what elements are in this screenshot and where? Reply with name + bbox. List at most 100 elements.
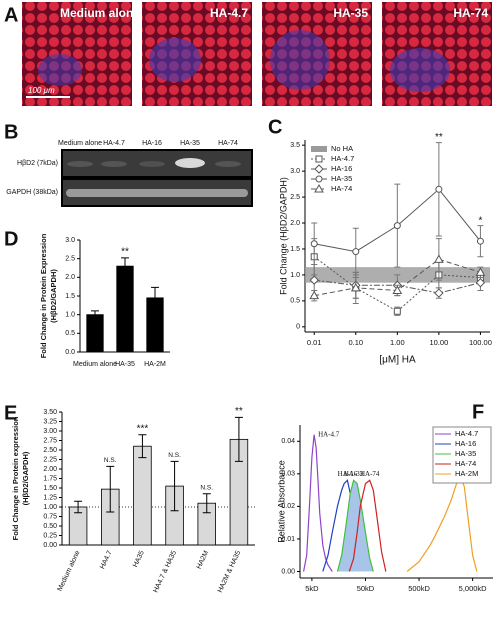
error-bar [74,500,83,514]
bar [133,445,152,546]
peak-label: HA-74 [360,470,380,478]
panel-letter: B [4,121,18,143]
x-tick-label: HA2M [196,550,211,571]
error-bar [106,465,115,513]
line [313,256,481,312]
y-tick-label: 0.04 [281,438,295,445]
y-tick-label: 0.02 [281,503,295,510]
marker [314,183,324,193]
line [336,479,374,572]
error-bar [138,434,147,459]
x-tick-label: 50kD [357,584,375,593]
western-blot [61,149,253,207]
y-tick-label: 0.00 [43,542,57,549]
legend-label: HA-4.7 [455,429,478,438]
legend-label: HA-35 [455,449,476,458]
x-tick-label: 100.00 [469,338,492,347]
y-tick-label: 3.00 [43,428,57,435]
y-tick-label: 1.50 [43,485,57,492]
significance: N.S. [200,484,213,491]
x-tick-label: HA4.7 & HA35 [152,550,178,594]
x-tick-label: HA2M & HA35 [217,550,243,594]
blot-row-label: GAPDH (38kDa) [6,189,58,196]
y-tick-label: 0.03 [281,471,295,478]
legend-label: HA-16 [331,164,352,173]
marker [475,267,486,276]
marker [434,254,444,263]
x-tick-label: 10.00 [429,338,448,347]
significance: N.S. [104,457,117,464]
marker [315,155,323,163]
panel-letter: F [472,401,484,423]
marker [350,282,361,292]
y-tick-label: 1.25 [43,494,57,501]
marker [314,164,324,174]
y-axis-label: (HβD2/GAPDH) [49,269,58,323]
peak-label: HA-33 [344,470,364,478]
y-tick-label: 2.5 [65,256,75,263]
lane-label: Medium alone [58,140,102,147]
micrograph [22,2,492,106]
marker [434,288,444,298]
lane-label: HA-16 [142,140,162,147]
y-tick-label: 3.5 [290,142,300,149]
x-tick-label: HA35 [132,550,146,569]
x-axis-label: [μM] HA [379,355,416,366]
marker [309,275,319,285]
significance: ** [435,132,443,143]
marker [315,175,323,183]
line [302,434,333,572]
marker [392,285,403,294]
marker [476,237,484,245]
lane-label: HA-74 [218,140,238,147]
x-tick-label: HA4.7 [99,550,114,571]
error-bar [151,286,159,309]
y-tick-label: 2.0 [290,220,300,227]
error-bar [234,416,243,462]
y-tick-label: 1.5 [290,246,300,253]
y-axis-label: Fold Change in Protein Expression [39,233,48,358]
y-tick-label: 0.25 [43,532,57,539]
y-tick-label: 2.25 [43,456,57,463]
y-tick-label: 3.50 [43,409,57,416]
y-tick-label: 0.75 [43,513,57,520]
error-bar [121,257,129,275]
y-tick-label: 1.00 [43,504,57,511]
legend-label: HA-74 [331,184,352,193]
image-label: HA-74 [453,6,488,20]
marker [309,290,320,300]
y-axis-label: Fold Change (HβD2/GAPDH) [278,177,288,295]
y-axis-label: Fold Change in Protein expression [11,416,20,540]
legend-label: HA-2M [455,469,478,478]
y-tick-label: 0.00 [281,568,295,575]
y-tick-label: 2.50 [43,447,57,454]
blot-row-label: HβD2 (7kDa) [17,160,58,167]
x-tick-label: 0.10 [348,338,363,347]
x-tick-label: 500kD [408,584,430,593]
legend-label: HA-16 [455,439,476,448]
y-tick-label: 1.5 [65,293,75,300]
significance: ** [121,247,129,258]
panel-letter: E [4,402,17,424]
significance: * [478,215,482,226]
y-tick-label: 2.00 [43,466,57,473]
marker [352,248,360,256]
y-tick-label: 3.0 [290,168,300,175]
x-tick-label: HA-35 [115,361,135,368]
error-bar [170,460,179,512]
legend-label: HA-4.7 [331,154,354,163]
legend-label: HA-35 [331,174,352,183]
line [314,279,481,294]
x-tick-label: HA-2M [144,361,166,368]
line [406,475,478,572]
panel-letter: D [4,228,18,250]
y-tick-label: 0 [296,324,300,331]
y-tick-label: 1.0 [65,312,75,319]
y-axis-label: Relative Absorbance [276,460,286,543]
y-tick-label: 3.25 [43,418,57,425]
x-tick-label: Medium alone [57,550,82,593]
panel-letter: A [4,4,18,26]
marker [393,222,401,230]
error-bar [91,310,99,319]
